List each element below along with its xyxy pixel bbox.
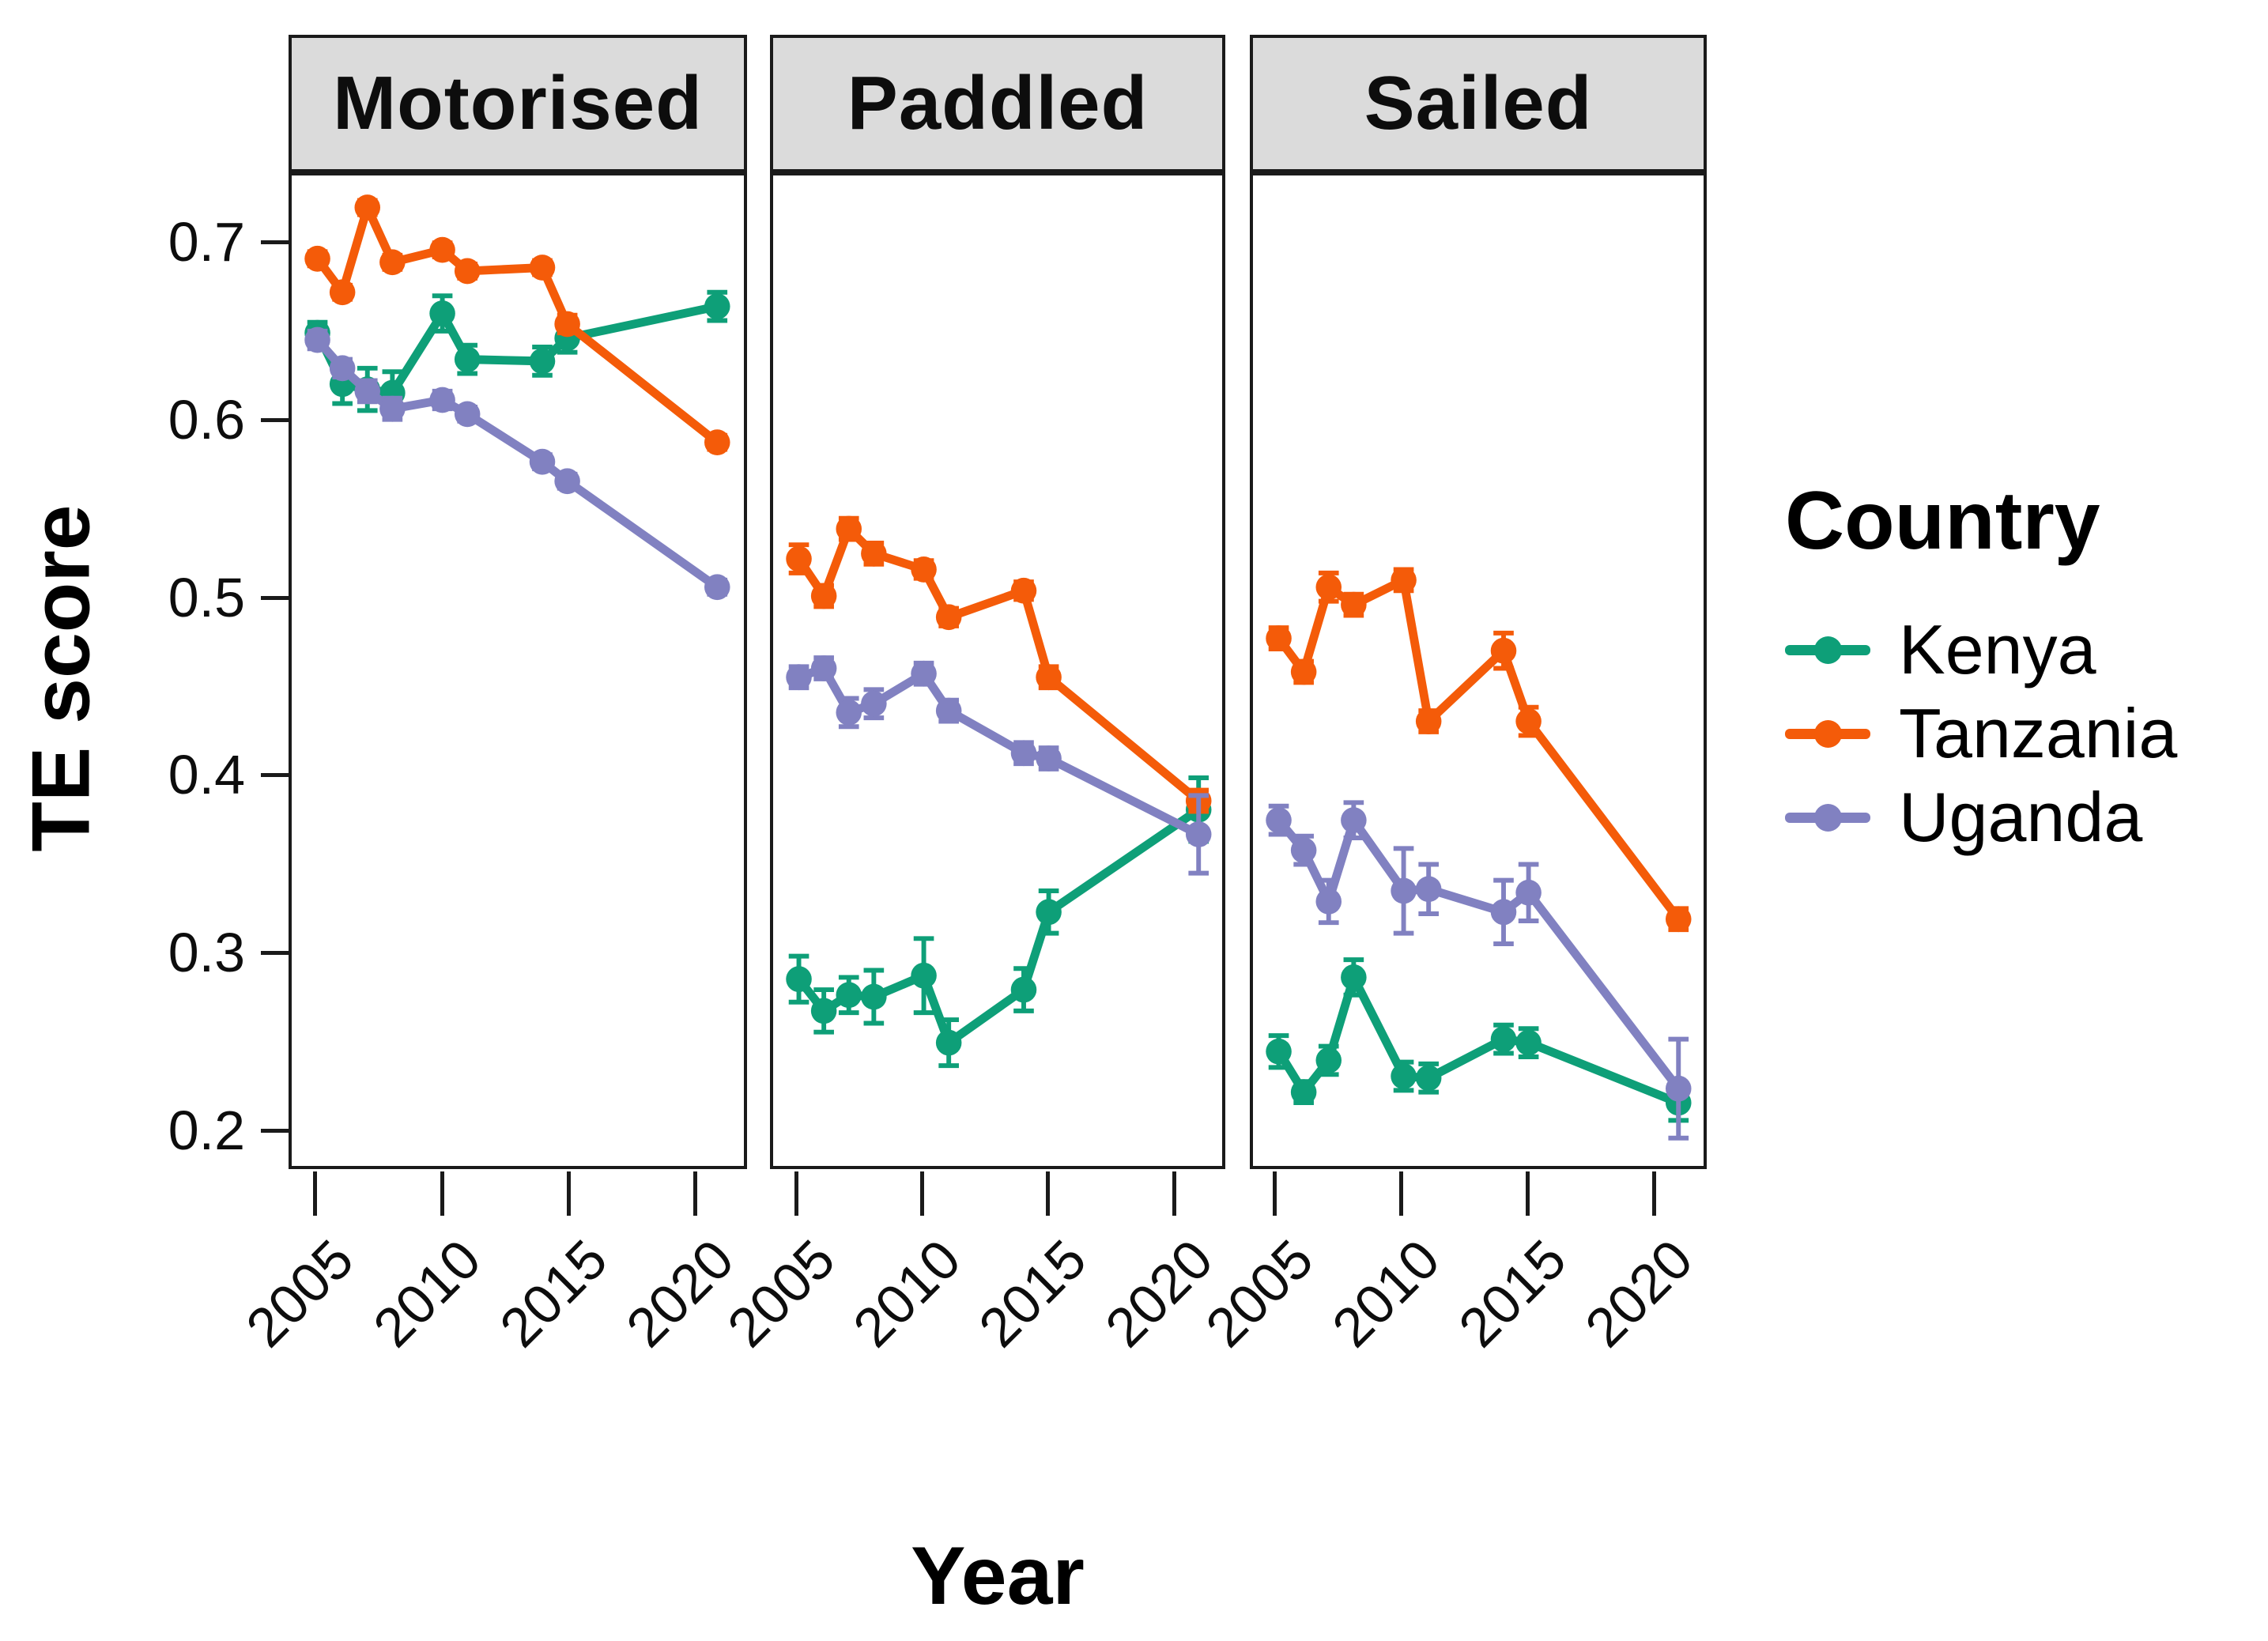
x-tick-label: 2015 <box>1447 1228 1578 1359</box>
x-tick-label: 2015 <box>488 1228 619 1359</box>
uganda-key-icon <box>1785 778 1870 857</box>
y-tick <box>261 240 291 244</box>
x-tick <box>693 1171 697 1216</box>
y-axis-title: TE score <box>15 504 108 852</box>
y-tick-label: 0.5 <box>168 567 245 628</box>
panel-motorised-plot <box>304 194 730 601</box>
facet-strip-sailed: Sailed <box>1250 35 1707 172</box>
panel-paddled <box>770 172 1225 1169</box>
panel-motorised <box>289 172 747 1169</box>
x-tick-label: 2020 <box>1093 1228 1225 1359</box>
x-axis-title: Year <box>911 1530 1085 1622</box>
x-tick-label: 2005 <box>715 1228 847 1359</box>
x-tick-label: 2020 <box>1573 1228 1704 1359</box>
tanzania-key-icon <box>1785 694 1870 773</box>
y-tick-label: 0.7 <box>168 211 245 273</box>
y-tick-label: 0.4 <box>168 744 245 805</box>
x-tick-label: 2005 <box>1194 1228 1325 1359</box>
x-tick <box>920 1171 924 1216</box>
facet-strip-motorised: Motorised <box>289 35 747 172</box>
facet-label: Paddled <box>847 61 1149 145</box>
x-tick-label: 2010 <box>841 1228 972 1359</box>
y-tick <box>261 951 291 955</box>
panel-sailed-plot <box>1266 567 1692 1141</box>
x-tick-label: 2020 <box>614 1228 745 1359</box>
facet-label: Sailed <box>1364 61 1593 145</box>
y-tick <box>261 418 291 422</box>
facet-label: Motorised <box>333 61 703 145</box>
legend-item-tanzania: Tanzania <box>1785 694 2259 773</box>
x-tick-label: 2015 <box>967 1228 1098 1359</box>
y-tick <box>261 1129 291 1133</box>
y-tick-label: 0.3 <box>168 922 245 983</box>
x-tick-label: 2010 <box>361 1228 492 1359</box>
legend-item-uganda: Uganda <box>1785 778 2259 857</box>
panel-sailed <box>1250 172 1707 1169</box>
legend: Country Kenya Tanzania Uganda <box>1785 473 2259 862</box>
x-tick <box>794 1171 798 1216</box>
x-tick <box>313 1171 317 1216</box>
y-tick <box>261 596 291 600</box>
x-tick-label: 2010 <box>1320 1228 1451 1359</box>
legend-title: Country <box>1785 475 2100 567</box>
x-tick <box>1526 1171 1530 1216</box>
legend-item-kenya: Kenya <box>1785 610 2259 689</box>
y-tick-label: 0.6 <box>168 389 245 451</box>
x-tick <box>567 1171 571 1216</box>
x-tick <box>440 1171 444 1216</box>
y-tick <box>261 773 291 777</box>
x-tick <box>1046 1171 1050 1216</box>
x-tick-label: 2005 <box>234 1228 365 1359</box>
panel-paddled-plot <box>786 515 1212 1069</box>
x-tick <box>1652 1171 1656 1216</box>
legend-label: Kenya <box>1899 610 2096 688</box>
x-tick <box>1399 1171 1403 1216</box>
legend-label: Tanzania <box>1899 694 2178 772</box>
facet-strip-paddled: Paddled <box>770 35 1225 172</box>
kenya-key-icon <box>1785 610 1870 689</box>
y-tick-label: 0.2 <box>168 1100 245 1161</box>
x-tick <box>1273 1171 1277 1216</box>
x-tick <box>1172 1171 1176 1216</box>
legend-label: Uganda <box>1899 778 2143 856</box>
